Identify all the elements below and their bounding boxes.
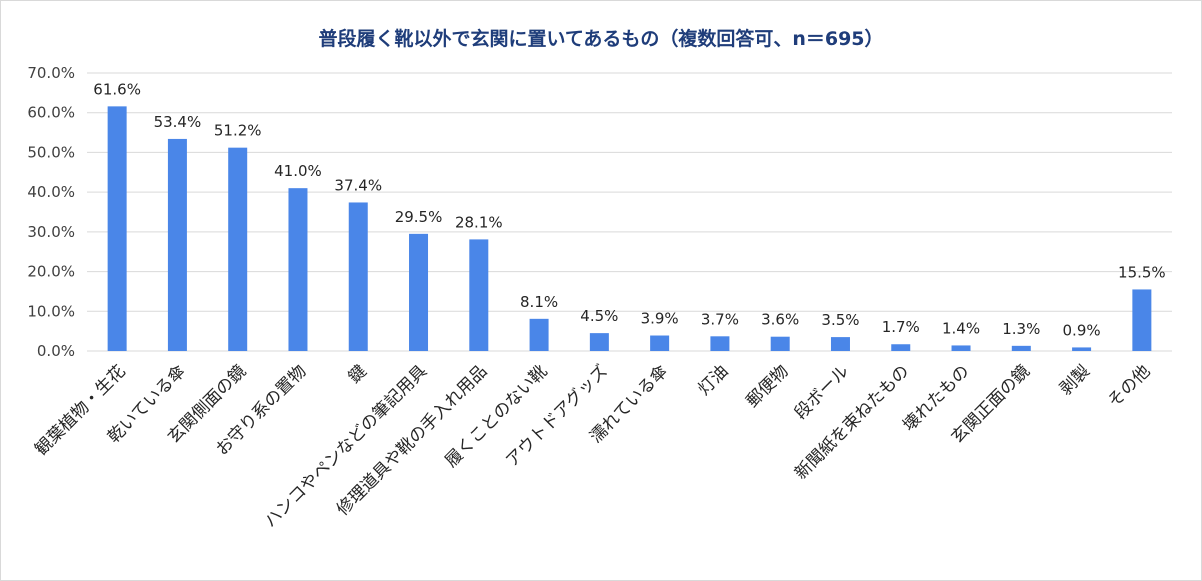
category-label: その他 [1104,361,1154,411]
bar [228,147,248,351]
category-label: 段ボール [791,361,853,423]
data-label: 51.2% [214,122,262,140]
category-label: 新聞紙を束ねたもの [791,361,913,483]
data-label: 15.5% [1118,263,1166,281]
bar [167,138,187,351]
chart-title: 普段履く靴以外で玄関に置いてあるもの（複数回答可、n＝695） [318,28,884,50]
y-tick-label: 10.0% [27,302,75,320]
data-label: 41.0% [274,162,322,180]
bar [951,345,971,351]
bar [288,188,308,351]
category-label: アウトドアグッズ [502,361,612,471]
data-label: 1.7% [882,318,920,336]
bar [348,202,368,351]
category-label: 剥製 [1056,361,1094,399]
data-label: 1.4% [942,319,980,337]
data-label: 0.9% [1063,321,1101,339]
bar [469,239,489,351]
bar [1132,289,1152,351]
bar [891,344,911,351]
data-label: 3.7% [701,310,739,328]
bar [710,336,730,351]
y-tick-label: 20.0% [27,263,75,281]
bar [409,233,429,351]
data-label: 3.5% [821,311,859,329]
bar [107,106,127,351]
bar [1011,345,1031,351]
data-label: 29.5% [395,208,443,226]
data-label: 53.4% [154,113,202,131]
bar [650,335,670,351]
bar [529,318,549,351]
data-label: 61.6% [93,80,141,98]
data-label: 4.5% [580,307,618,325]
category-label: 履くことのない靴 [441,361,551,471]
bar [1072,347,1092,351]
data-label: 3.9% [641,310,679,328]
y-tick-label: 50.0% [27,143,75,161]
category-label: 郵便物 [743,361,793,411]
bar [770,336,790,351]
data-label: 28.1% [455,213,503,231]
y-tick-label: 40.0% [27,183,75,201]
data-label: 8.1% [520,293,558,311]
y-tick-label: 70.0% [27,64,75,82]
category-label: 鍵 [345,361,371,387]
data-labels: 61.6% 53.4% 51.2% 41.0% 37.4% 29.5% 28.1% 8.1% 4… [93,80,1165,339]
category-label: 灯油 [694,361,732,399]
data-label: 37.4% [334,176,382,194]
y-tick-label: 0.0% [37,342,75,360]
y-tick-label: 60.0% [27,104,75,122]
y-axis-ticks: 0.0% 10.0% 20.0% 30.0% 40.0% 50.0% 60.0% 70.0% [27,64,75,360]
y-tick-label: 30.0% [27,223,75,241]
bar [589,333,609,351]
data-label: 3.6% [761,311,799,329]
bar [830,337,850,351]
data-label: 1.3% [1002,320,1040,338]
gridlines [87,72,1172,352]
bars [107,106,1152,351]
